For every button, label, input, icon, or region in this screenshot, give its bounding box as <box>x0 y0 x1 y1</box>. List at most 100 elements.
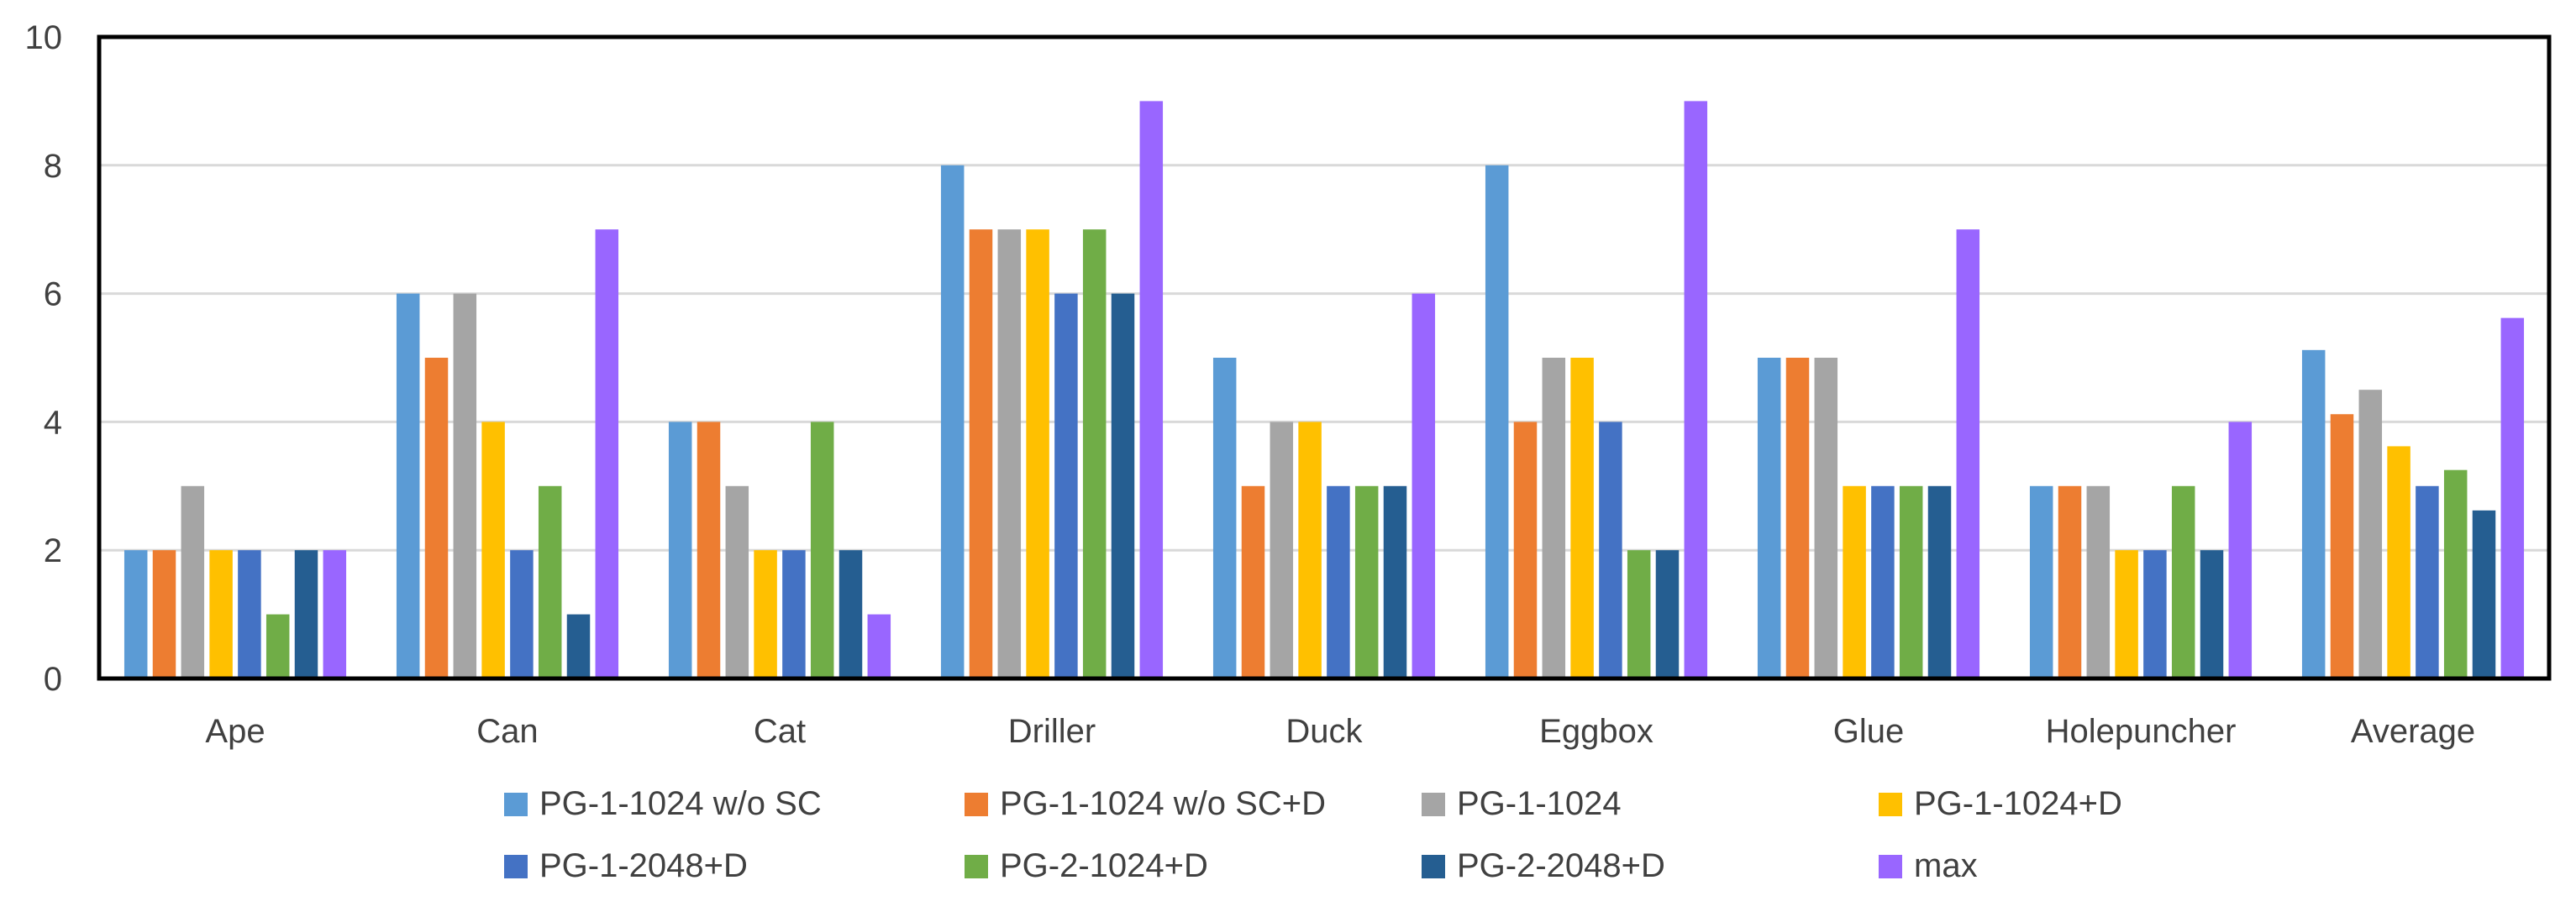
bar-eggbox-series-1 <box>1485 165 1509 679</box>
y-tick-label: 2 <box>44 532 62 569</box>
bar-holepuncher-series-6 <box>2171 485 2195 679</box>
axes <box>97 34 2552 681</box>
bar-ape-series-1 <box>124 550 148 679</box>
x-category-label: Driller <box>1008 713 1096 750</box>
bar-can-series-3 <box>453 293 477 679</box>
y-tick-label: 8 <box>44 148 62 185</box>
bar-driller-series-2 <box>969 229 993 679</box>
bar-duck-series-2 <box>1241 485 1265 679</box>
bar-can-series-4 <box>481 422 505 679</box>
bar-holepuncher-series-1 <box>2029 485 2053 679</box>
bar-can-series-5 <box>510 550 534 679</box>
bar-duck-series-4 <box>1298 422 1322 679</box>
bar-eggbox-series-2 <box>1513 422 1538 679</box>
gridlines <box>99 164 2549 552</box>
bar-cat-series-4 <box>754 550 777 679</box>
bar-glue-series-2 <box>1785 358 1810 679</box>
legend-swatch <box>1422 793 1445 816</box>
legend: PG-1-1024 w/o SC PG-1-1024 w/o SC+D PG-1-1… <box>504 785 2122 884</box>
legend-swatch <box>1422 855 1445 878</box>
legend-label: PG-2-1024+D <box>1000 847 1208 884</box>
bar-driller-series-1 <box>940 165 965 679</box>
bar-can-series-1 <box>396 293 420 679</box>
bar-holepuncher-series-2 <box>2058 485 2082 679</box>
bar-driller-series-6 <box>1082 229 1107 679</box>
bar-ape-series-3 <box>181 485 205 679</box>
bar-glue-series-3 <box>1814 358 1838 679</box>
bar-average-series-3 <box>2358 390 2383 679</box>
bar-eggbox-series-8 <box>1684 101 1708 679</box>
bar-glue-series-7 <box>1927 485 1952 679</box>
bar-holepuncher-series-3 <box>2086 485 2111 679</box>
bar-cat-series-5 <box>782 550 806 679</box>
x-category-label: Average <box>2351 713 2475 750</box>
x-category-label: Holepuncher <box>2046 713 2237 750</box>
bar-ape-series-5 <box>238 550 261 679</box>
bar-glue-series-1 <box>1757 358 1781 679</box>
bar-average-series-1 <box>2301 349 2326 679</box>
bar-driller-series-5 <box>1054 293 1078 679</box>
x-category-label: Glue <box>1833 713 1905 750</box>
bar-cat-series-7 <box>839 550 863 679</box>
bar-driller-series-3 <box>997 229 1022 679</box>
legend-label: PG-1-1024 w/o SC <box>539 785 822 822</box>
legend-label: PG-1-1024+D <box>1914 785 2122 822</box>
bar-duck-series-7 <box>1383 485 1407 679</box>
legend-label: PG-1-1024 w/o SC+D <box>1000 785 1326 822</box>
bar-can-series-8 <box>595 229 619 679</box>
bar-driller-series-8 <box>1139 101 1164 679</box>
y-tick-label: 4 <box>44 404 62 441</box>
legend-swatch <box>965 793 988 816</box>
legend-label: max <box>1914 847 1978 884</box>
bar-holepuncher-series-8 <box>2228 422 2253 679</box>
bar-can-series-6 <box>538 485 562 679</box>
legend-swatch <box>1879 793 1902 816</box>
y-tick-label: 0 <box>44 661 62 698</box>
bar-average-series-8 <box>2500 317 2525 679</box>
bar-average-series-5 <box>2416 485 2439 679</box>
bars <box>124 101 2525 679</box>
bar-glue-series-8 <box>1956 229 1980 679</box>
bar-holepuncher-series-7 <box>2200 550 2224 679</box>
legend-swatch <box>504 793 528 816</box>
bar-glue-series-4 <box>1843 485 1866 679</box>
bar-ape-series-8 <box>323 550 347 679</box>
bar-driller-series-7 <box>1111 293 1135 679</box>
bar-average-series-2 <box>2330 414 2354 679</box>
y-tick-label: 6 <box>44 276 62 313</box>
bar-ape-series-4 <box>209 550 233 679</box>
bar-can-series-7 <box>566 614 591 679</box>
x-category-label: Ape <box>205 713 265 750</box>
bar-ape-series-2 <box>152 550 176 679</box>
bar-cat-series-8 <box>867 614 891 679</box>
legend-label: PG-1-1024 <box>1457 785 1622 822</box>
bar-duck-series-3 <box>1270 422 1294 679</box>
bar-cat-series-1 <box>668 422 692 679</box>
bar-average-series-6 <box>2443 469 2468 679</box>
y-tick-labels: 0 2 4 6 8 10 <box>25 19 63 698</box>
bar-cat-series-6 <box>810 422 834 679</box>
x-category-label: Cat <box>754 713 806 750</box>
bar-duck-series-8 <box>1412 293 1436 679</box>
legend-swatch <box>504 855 528 878</box>
bar-can-series-2 <box>424 358 449 679</box>
x-category-labels: Ape Can Cat Driller Duck Eggbox Glue Holepunche… <box>205 713 2475 750</box>
legend-swatch <box>965 855 988 878</box>
legend-swatch <box>1879 855 1902 878</box>
bar-duck-series-6 <box>1354 485 1379 679</box>
bar-average-series-7 <box>2472 510 2496 679</box>
bar-driller-series-4 <box>1026 229 1049 679</box>
bar-holepuncher-series-5 <box>2143 550 2167 679</box>
bar-duck-series-5 <box>1327 485 1350 679</box>
bar-eggbox-series-5 <box>1599 422 1622 679</box>
legend-label: PG-1-2048+D <box>539 847 748 884</box>
x-category-label: Eggbox <box>1539 713 1653 750</box>
bar-average-series-4 <box>2387 446 2410 679</box>
bar-eggbox-series-4 <box>1570 358 1594 679</box>
bar-eggbox-series-7 <box>1655 550 1680 679</box>
bar-cat-series-2 <box>697 422 721 679</box>
bar-duck-series-1 <box>1212 358 1237 679</box>
bar-eggbox-series-3 <box>1542 358 1566 679</box>
